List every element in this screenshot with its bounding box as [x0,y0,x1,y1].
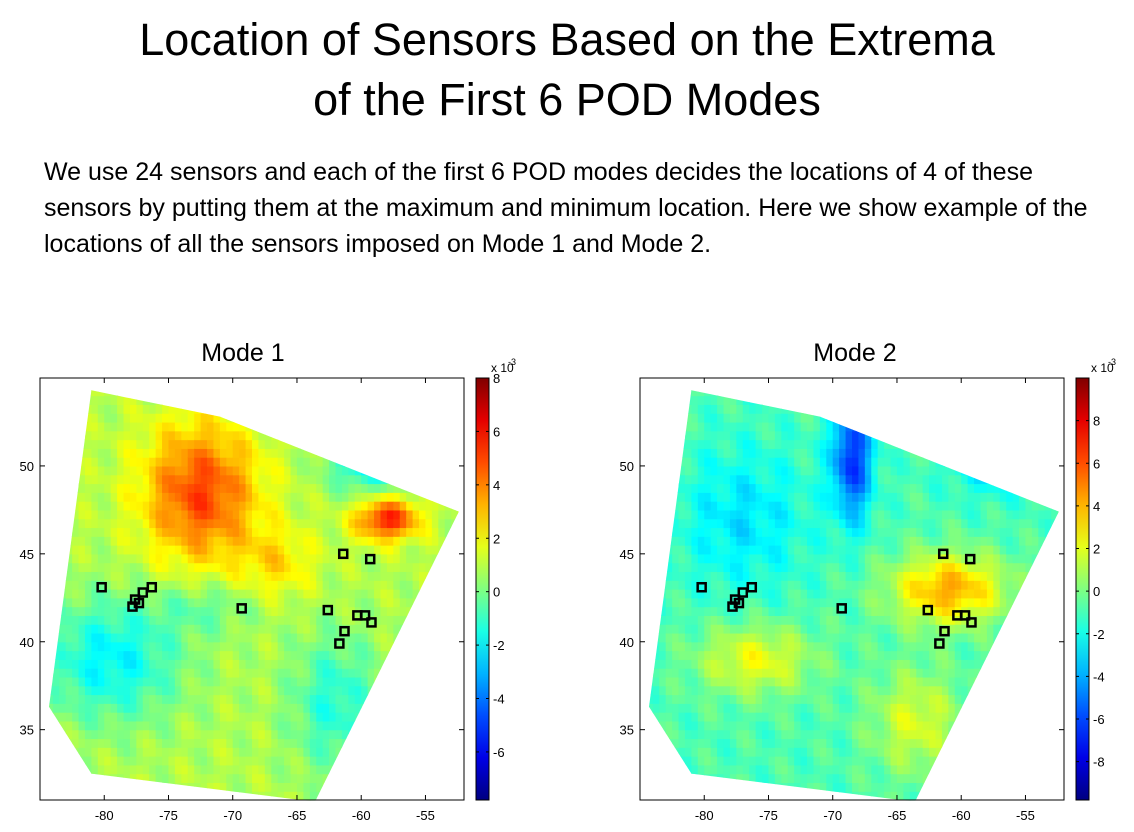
y-tick-label: 50 [620,459,634,474]
sensor-marker [922,604,934,616]
sensor-marker [733,597,745,609]
colorbar-multiplier: x 10 [491,361,514,375]
heatmap-field [648,390,1059,801]
colorbar-tick-label: -2 [1093,627,1105,642]
sensor-marker [366,617,377,628]
x-tick-label: -60 [352,808,371,823]
x-tick-label: -75 [759,808,778,823]
colorbar-tick-label: 2 [493,531,500,546]
sensor-marker [339,625,350,637]
y-tick-label: 35 [20,723,34,738]
colorbar-tick-label: 2 [1093,542,1100,557]
colorbar-tick-label: -6 [493,745,505,760]
colorbar-tick-label: -4 [493,692,505,707]
sensor-marker [964,553,976,565]
colorbar-tick-label: 4 [1093,499,1100,514]
title-line-2: of the First 6 POD Modes [313,74,821,125]
colorbar-multiplier-exponent: -3 [1108,357,1116,367]
title-line-1: Location of Sensors Based on the Extrema [139,14,995,65]
x-tick-label: -80 [95,808,114,823]
colorbar-tick-label: -8 [1093,755,1105,770]
y-tick-label: 35 [620,723,634,738]
colorbar-tick-label: -4 [1093,669,1105,684]
colorbar-tick-label: 8 [1093,414,1100,429]
x-tick-label: -55 [416,808,435,823]
sensor-marker [364,553,376,565]
sensor-marker [334,638,345,649]
colorbar-tick-label: 6 [1093,456,1100,471]
x-tick-label: -65 [288,808,307,823]
colorbar [475,377,490,801]
colorbar-multiplier-exponent: -3 [508,357,516,367]
sensor-marker [236,603,247,614]
y-tick-label: 40 [20,635,34,650]
sensor-marker [939,625,950,637]
sensor-marker [359,610,371,621]
sensor-marker [322,604,334,616]
x-tick-label: -70 [823,808,842,823]
colorbar [1075,377,1090,801]
chart-panel-2: Mode 2-80 -75 -70 -65 -60 -5535404550-8-6-4-2… [620,339,1116,823]
sensor-marker [966,617,977,628]
chart-title: Mode 2 [813,339,896,367]
y-tick-label: 45 [620,547,634,562]
sensor-marker [137,587,149,598]
colorbar-tick-label: 0 [1093,584,1100,599]
x-tick-label: -80 [695,808,714,823]
slide-body-text: We use 24 sensors and each of the first … [44,158,1088,258]
heatmap-field [48,390,459,801]
sensor-marker [146,581,158,593]
colorbar-tick-label: 6 [493,424,500,439]
axes-frame [639,377,1065,801]
chart-panel-1: Mode 1 -80 -75 -70 -65 -60 -55 35 40 45 50 -6 -4 -2 0 2… [20,339,516,823]
colorbar-tick-label: -2 [493,638,505,653]
sensor-marker [934,638,945,649]
colorbar-tick-label: -6 [1093,712,1105,727]
y-tick-label: 50 [20,459,34,474]
x-tick-label: -75 [159,808,178,823]
sensor-marker [959,610,971,621]
colorbar-tick-label: 4 [493,478,500,493]
sensor-marker [96,581,107,593]
slide-title: Location of Sensors Based on the Extrema… [0,10,1134,130]
y-tick-label: 40 [620,635,634,650]
x-tick-label: -60 [952,808,971,823]
x-tick-label: -70 [223,808,242,823]
sensor-marker [836,603,847,614]
colorbar-tick-label: 8 [493,371,500,386]
x-tick-label: -55 [1016,808,1035,823]
colorbar-multiplier: x 10 [1091,361,1114,375]
colorbar-tick-label: 0 [493,585,500,600]
sensor-marker [337,548,349,560]
sensor-marker [737,587,749,598]
axes-frame [39,377,465,801]
sensor-marker [746,581,758,593]
sensor-marker [696,581,707,593]
chart-title: Mode 1 [201,339,284,367]
sensor-marker [937,548,949,560]
x-tick-label: -65 [888,808,907,823]
y-tick-label: 45 [20,547,34,562]
sensor-marker [133,597,145,609]
